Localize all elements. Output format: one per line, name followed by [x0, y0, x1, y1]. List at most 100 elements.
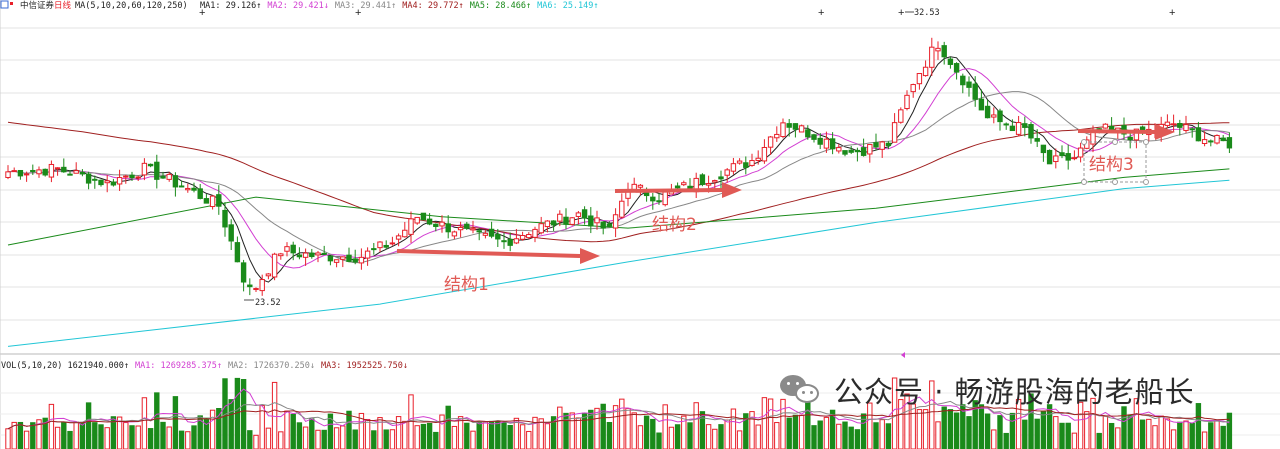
- candle: [11, 167, 17, 173]
- ma-value-6: MA6: 25.149↑: [537, 1, 598, 11]
- candle: [693, 172, 699, 199]
- candle: [681, 180, 687, 187]
- candle: [557, 210, 563, 227]
- watermark: 公众号 · 畅游股海的老船长: [778, 372, 1195, 409]
- marker-plus: +: [199, 7, 205, 19]
- candle: [581, 206, 588, 225]
- candle: [23, 171, 30, 182]
- volume-bar: [1022, 419, 1028, 449]
- candle: [575, 210, 582, 225]
- candle: [67, 170, 73, 176]
- candle: [73, 162, 79, 174]
- volume-bar: [606, 421, 613, 449]
- price-header: 中信证券日线 MA(5,10,20,60,120,250) MA1: 29.126…: [0, 0, 599, 11]
- volume-bar: [1102, 415, 1109, 449]
- candle: [544, 220, 551, 233]
- volume-bar: [1133, 398, 1140, 449]
- candle: [538, 216, 544, 235]
- candle: [929, 37, 935, 76]
- candle: [36, 166, 42, 178]
- candle: [333, 259, 340, 268]
- volume-bar: [1189, 422, 1195, 449]
- vol-ma-value-3: MA3: 1952525.750↓: [321, 361, 408, 371]
- volume-bar: [600, 403, 606, 449]
- ma-params: MA(5,10,20,60,120,250): [75, 1, 188, 11]
- candle: [891, 113, 898, 143]
- candle: [972, 76, 978, 107]
- volume-bar: [842, 421, 848, 449]
- candle: [247, 278, 253, 296]
- candle: [1065, 144, 1071, 170]
- volume-bar: [860, 413, 867, 449]
- candle: [364, 247, 371, 266]
- volume-bar: [278, 431, 284, 449]
- candle: [1177, 119, 1183, 136]
- ma250-line: [7, 179, 1230, 347]
- candle: [780, 118, 786, 139]
- ma60-line: [7, 121, 1230, 243]
- volume-bar: [470, 430, 476, 449]
- vol-ma10-line: [7, 400, 1230, 430]
- volume-ma-lines: [7, 388, 1230, 430]
- volume-bar: [829, 409, 836, 449]
- volume-bar: [104, 427, 110, 449]
- volume-bar: [1015, 398, 1022, 449]
- candle: [941, 41, 947, 65]
- marker-plus: +: [818, 7, 824, 19]
- volume-bar: [1146, 418, 1152, 449]
- candle: [1183, 115, 1189, 133]
- volume-bar: [1046, 404, 1053, 449]
- volume-bar: [352, 429, 358, 449]
- volume-bar: [284, 410, 290, 449]
- volume-bar: [978, 404, 985, 449]
- volume-bar: [526, 430, 532, 449]
- volume-bar: [445, 405, 451, 449]
- structure-annotations: 结构1 结构2 结构3: [396, 124, 1175, 295]
- candle: [265, 273, 272, 280]
- candle: [563, 208, 569, 230]
- volume-bar: [501, 422, 507, 449]
- vol-value: 1621940.000↑: [68, 361, 129, 371]
- volume-bar: [476, 421, 482, 449]
- ma5-line: [7, 56, 1230, 283]
- volume-bar: [482, 421, 489, 449]
- volume-bar: [61, 421, 67, 449]
- candle: [488, 221, 495, 239]
- candle: [662, 190, 668, 207]
- candle: [17, 169, 24, 180]
- candle: [774, 126, 780, 142]
- candle: [513, 228, 520, 245]
- candle: [786, 118, 792, 137]
- candle: [699, 173, 706, 187]
- candle: [346, 247, 352, 263]
- period-label[interactable]: 日线: [54, 0, 72, 11]
- structure2-arrow: [614, 182, 742, 198]
- volume-bar: [947, 409, 954, 449]
- volume-bar: [1127, 414, 1133, 449]
- candle: [85, 171, 92, 190]
- volume-bar: [92, 422, 98, 449]
- volume-bar: [718, 424, 724, 449]
- candle: [147, 163, 154, 168]
- volume-bar: [712, 428, 718, 449]
- collapse-icon[interactable]: [0, 0, 9, 9]
- volume-bar: [1170, 429, 1177, 449]
- candlesticks: [5, 37, 1233, 296]
- volume-bar: [569, 412, 575, 449]
- volume-bar: [178, 430, 185, 449]
- volume-bar: [42, 417, 48, 449]
- volume-bar: [972, 400, 978, 449]
- volume-bar: [873, 422, 879, 449]
- candle: [358, 248, 365, 270]
- candle: [129, 171, 135, 182]
- candle: [1003, 122, 1009, 130]
- candle: [445, 215, 451, 239]
- volume-bar: [557, 406, 563, 449]
- volume-bar: [451, 425, 458, 449]
- candle: [228, 219, 234, 250]
- stock-name: 中信证券: [20, 0, 55, 11]
- candle: [687, 178, 693, 190]
- candle: [408, 211, 414, 243]
- structure1-arrow: [396, 248, 600, 264]
